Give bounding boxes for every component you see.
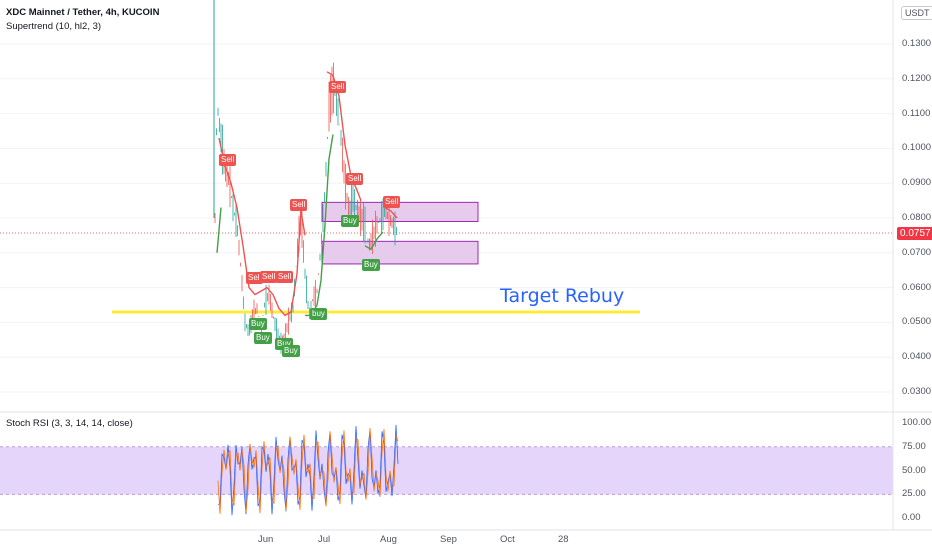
price-tick-label: 0.1300 (902, 38, 932, 49)
supertrend-down-line (218, 71, 398, 317)
stoch-rsi-band (0, 446, 893, 495)
price-tick-label: 0.0300 (902, 386, 932, 397)
stoch-rsi-k-line (217, 424, 399, 516)
rsi-tick-label: 0.00 (902, 512, 921, 524)
sell-signal-tag: Sell (346, 173, 364, 185)
support-zone[interactable] (321, 240, 479, 265)
candles (213, 0, 397, 354)
sell-signal-tag: Sell (260, 271, 278, 283)
price-tick-label: 0.1200 (902, 72, 932, 84)
rsi-tick-label: 100.00 (902, 417, 932, 428)
stoch-rsi-legend[interactable]: Stoch RSI (3, 3, 14, 14, close) (6, 418, 133, 429)
supertrend-legend[interactable]: Supertrend (10, hl2, 3) (6, 21, 102, 32)
time-tick-label: 28 (558, 534, 569, 545)
sell-signal-tag: Sell (383, 196, 401, 208)
sell-signal-tag: Sell (219, 154, 237, 166)
sell-signal-tag: Sell (290, 199, 308, 211)
time-tick-label: Sep (440, 534, 457, 545)
rsi-tick-label: 50.00 (902, 464, 926, 476)
stoch-rsi-d-line (217, 427, 399, 514)
buy-signal-tag: buy (310, 308, 327, 320)
currency-button[interactable]: USDT (901, 6, 932, 20)
sell-signal-tag: Sell (329, 81, 347, 93)
buy-signal-tag: Buy (254, 332, 272, 344)
price-tick-label: 0.1000 (902, 142, 932, 154)
target-rebuy-label[interactable]: Target Rebuy (500, 285, 625, 307)
symbol-title[interactable]: XDC Mainnet / Tether, 4h, KUCOIN (6, 7, 160, 18)
time-tick-label: Jul (318, 534, 331, 545)
time-tick-label: Oct (500, 534, 515, 545)
buy-signal-tag: Buy (282, 345, 300, 357)
buy-signal-tag: Buy (362, 259, 380, 271)
price-tick-label: 0.0500 (902, 316, 932, 328)
sell-signal-tag: Sell (276, 271, 294, 283)
buy-signal-tag: Buy (249, 318, 267, 330)
price-tick-label: 0.0400 (902, 351, 932, 363)
price-tick-label: 0.0800 (902, 212, 932, 223)
buy-signal-tag: Buy (341, 215, 359, 227)
price-tick-label: 0.0600 (902, 281, 932, 293)
time-tick-label: Jun (258, 534, 274, 545)
rsi-tick-label: 75.00 (902, 440, 926, 452)
price-tick-label: 0.1100 (902, 107, 931, 119)
rsi-tick-label: 25.00 (902, 488, 926, 500)
price-tick-label: 0.0900 (902, 177, 932, 189)
sell-signal-tag: Sell (246, 272, 264, 284)
current-price-tag: 0.0757 (897, 227, 932, 240)
price-tick-label: 0.0700 (902, 246, 932, 258)
time-tick-label: Aug (380, 534, 397, 545)
